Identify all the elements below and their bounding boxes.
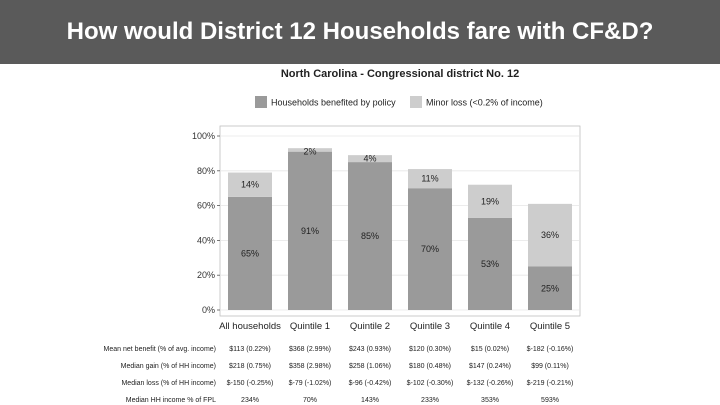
- stats-cell: $120 (0.30%): [409, 346, 451, 353]
- stats-cell: $-96 (-0.42%): [349, 380, 392, 387]
- stats-cell: $258 (1.06%): [349, 363, 391, 370]
- plot-panel: [219, 125, 581, 317]
- x-category-label: Quintile 4: [470, 321, 510, 332]
- stats-cell: $15 (0.02%): [471, 346, 509, 353]
- x-category-label: All households: [219, 321, 281, 332]
- data-label: 11%: [421, 174, 438, 184]
- stats-cell: $-79 (-1.02%): [289, 380, 332, 387]
- stats-cell: $-132 (-0.26%): [467, 380, 514, 387]
- data-label: 91%: [301, 226, 319, 236]
- data-label: 85%: [361, 231, 379, 241]
- y-tick-label: 20%: [197, 270, 215, 280]
- y-tick-label: 100%: [192, 131, 215, 141]
- x-category-label: Quintile 5: [530, 321, 570, 332]
- stats-cell: $-102 (-0.30%): [407, 380, 454, 387]
- stats-cell: 353%: [481, 397, 499, 404]
- chart-title: North Carolina - Congressional district …: [281, 68, 519, 80]
- stats-table: Mean net benefit (% of avg. income) $113 …: [104, 346, 574, 404]
- bar-segment: [408, 188, 452, 310]
- y-tick-label: 0%: [202, 305, 215, 315]
- stats-cell: $180 (0.48%): [409, 363, 451, 370]
- x-category-label: Quintile 3: [410, 321, 450, 332]
- stats-cell: 593%: [541, 397, 559, 404]
- bars: [228, 148, 572, 310]
- legend-swatch-minor-loss: [410, 96, 422, 108]
- bar-segment: [468, 184, 512, 218]
- data-labels: 65% 14% 91% 2% 85% 4% 70% 11% 53% 19% 25% 36%: [241, 147, 559, 294]
- bar-segment: [408, 169, 452, 189]
- y-tick-label: 60%: [197, 201, 215, 211]
- bar-segment: [528, 203, 572, 267]
- y-axis: 0% 20% 40% 60% 80% 100%: [192, 131, 220, 315]
- y-tick-label: 80%: [197, 166, 215, 176]
- stats-row-label: Median HH income % of FPL: [126, 397, 216, 404]
- stats-cell: $147 (0.24%): [469, 363, 511, 370]
- bar-segment: [528, 266, 572, 310]
- x-category-label: Quintile 2: [350, 321, 390, 332]
- legend: Households benefited by policy Minor los…: [255, 96, 543, 108]
- slide-header: How would District 12 Households fare wi…: [0, 0, 720, 64]
- stats-cell: $243 (0.93%): [349, 346, 391, 353]
- stats-row-label: Mean net benefit (% of avg. income): [104, 346, 216, 353]
- data-label: 19%: [481, 196, 499, 206]
- legend-swatch-benefited: [255, 96, 267, 108]
- data-label: 53%: [481, 259, 499, 269]
- bar-segment: [288, 151, 332, 310]
- bar-segment: [348, 155, 392, 163]
- stats-cell: 143%: [361, 397, 379, 404]
- data-label: 14%: [241, 180, 259, 190]
- stats-cell: $-150 (-0.25%): [227, 380, 274, 387]
- bar-segment: [228, 196, 272, 310]
- stats-row-label: Median gain (% of HH income): [121, 363, 216, 370]
- bar-segment: [228, 172, 272, 197]
- stats-cell: 234%: [241, 397, 259, 404]
- stats-cell: 233%: [421, 397, 439, 404]
- data-label: 70%: [421, 244, 439, 254]
- y-tick-label: 40%: [197, 235, 215, 245]
- slide-title: How would District 12 Households fare wi…: [66, 18, 654, 45]
- stats-cell: $358 (2.98%): [289, 363, 331, 370]
- legend-label-minor-loss: Minor loss (<0.2% of income): [426, 98, 543, 108]
- data-label: 65%: [241, 248, 259, 258]
- x-category-label: Quintile 1: [290, 321, 330, 332]
- x-axis: All households Quintile 1 Quintile 2 Quinti…: [219, 321, 570, 332]
- stats-cell: $-219 (-0.21%): [527, 380, 574, 387]
- grid-lines: [220, 135, 580, 311]
- stacked-bar-chart: North Carolina - Congressional district …: [104, 68, 581, 404]
- data-label: 4%: [363, 154, 376, 164]
- stats-row-label: Median loss (% of HH income): [121, 380, 216, 387]
- stats-cell: $-182 (-0.16%): [527, 346, 574, 353]
- stats-cell: 70%: [303, 397, 317, 404]
- stats-cell: $99 (0.11%): [531, 363, 569, 370]
- data-label: 25%: [541, 283, 559, 293]
- legend-label-benefited: Households benefited by policy: [271, 98, 396, 108]
- data-label: 2%: [303, 147, 316, 157]
- bar-segment: [288, 148, 332, 152]
- stats-cell: $113 (0.22%): [229, 346, 271, 353]
- stats-cell: $368 (2.99%): [289, 346, 331, 353]
- bar-segment: [348, 162, 392, 310]
- stats-cell: $218 (0.75%): [229, 363, 271, 370]
- bar-segment: [468, 217, 512, 310]
- data-label: 36%: [541, 230, 559, 240]
